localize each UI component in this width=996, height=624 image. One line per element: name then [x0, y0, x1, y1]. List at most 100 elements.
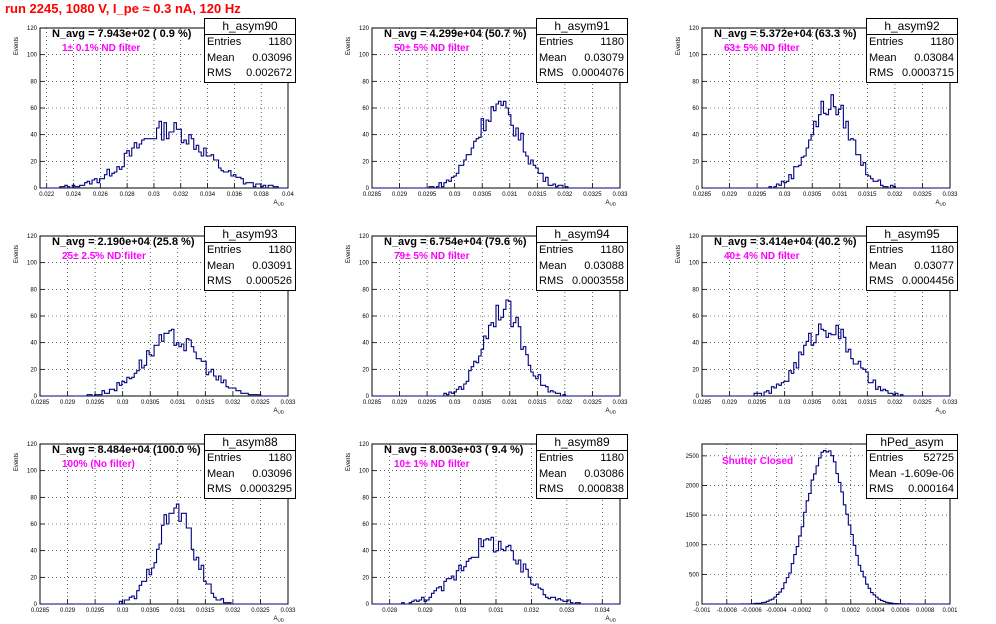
y-tick-label: 80 [692, 79, 699, 85]
stats-row-rms: RMS 0.0003295 [205, 482, 295, 498]
y-tick-label: 60 [30, 106, 37, 112]
histogram-line [372, 299, 620, 397]
x-tick-label: 0.0285 [693, 400, 712, 406]
x-tick-label: 0.032 [887, 400, 903, 406]
x-tick-label: 0.0305 [141, 400, 160, 406]
x-tick-label: 0.033 [280, 608, 296, 614]
stats-value: 1180 [268, 36, 292, 48]
stats-box: h_asym92 Entries 1180 Mean 0.03084 RMS 0.00037… [866, 18, 958, 83]
x-tick-label: 0.03 [117, 400, 129, 406]
histogram-panel-h_asym89: 0.028 0.029 0.03 0.031 0.032 0.033 0.034 0 20 40 6… [346, 434, 628, 624]
x-tick-label: 0.0295 [748, 192, 767, 198]
x-axis-label: AUD [935, 200, 946, 207]
y-tick-label: 100 [689, 261, 700, 267]
histogram-line [702, 94, 950, 189]
x-tick-label: 0.0305 [803, 192, 822, 198]
y-tick-label: 80 [692, 287, 699, 293]
x-tick-label: 0.033 [942, 400, 958, 406]
stats-row-mean: Mean 0.03077 [867, 259, 957, 275]
stats-value: 0.0004456 [902, 275, 954, 287]
x-tick-label: 0.0315 [528, 400, 547, 406]
x-tick-label: 0.029 [392, 192, 408, 198]
x-tick-label: 0.03 [779, 192, 791, 198]
x-tick-label: 0.024 [66, 192, 82, 198]
x-tick-label: 0.0285 [31, 608, 50, 614]
x-tick-label: 0.022 [39, 192, 55, 198]
navg-text: N_avg = 3.414e+04 (40.2 %) [714, 236, 857, 248]
y-tick-label: 0 [34, 602, 38, 608]
y-tick-label: 0 [696, 186, 700, 192]
histogram-line [40, 120, 288, 189]
stats-value: 1180 [600, 452, 624, 464]
filter-label: 10± 1% ND filter [394, 459, 470, 470]
stats-key: Mean [869, 51, 897, 64]
y-tick-label: 40 [362, 133, 369, 139]
stats-key: RMS [869, 483, 894, 495]
x-tick-label: 0.029 [60, 400, 76, 406]
stats-key: Entries [539, 244, 574, 256]
y-tick-label: 40 [362, 341, 369, 347]
stats-value: 1180 [268, 244, 292, 256]
y-tick-label: 0 [366, 602, 370, 608]
stats-box: h_asym91 Entries 1180 Mean 0.03079 RMS 0.00040… [536, 18, 628, 83]
histogram-panel-hPed_asym: -0.001 -0.0008 -0.0006 -0.0004 -0.0002 0 0.000… [686, 434, 958, 624]
x-tick-label: 0.0305 [473, 192, 492, 198]
stats-value: 1180 [930, 244, 954, 256]
stats-value: 0.000838 [578, 483, 624, 495]
y-axis-label: Events [14, 453, 20, 471]
filter-label: 79± 5% ND filter [394, 251, 470, 262]
stats-box: h_asym90 Entries 1180 Mean 0.03096 RMS 0.00267… [204, 18, 296, 83]
x-tick-label: 0.0285 [693, 192, 712, 198]
x-tick-label: 0.031 [488, 608, 504, 614]
stats-row-rms: RMS 0.000526 [205, 274, 295, 290]
navg-text: N_avg = 5.372e+04 (63.3 %) [714, 28, 857, 40]
stats-box: h_asym95 Entries 1180 Mean 0.03077 RMS 0.00044… [866, 226, 958, 291]
x-tick-label: 0.033 [612, 192, 628, 198]
stats-key: Entries [869, 36, 904, 48]
histogram-panel-h_asym95: 0.0285 0.029 0.0295 0.03 0.0305 0.031 0.0315 0.… [676, 226, 958, 416]
y-tick-label: 0 [366, 394, 370, 400]
stats-name: hPed_asym [867, 435, 957, 451]
x-tick-label: 0.031 [832, 192, 848, 198]
x-tick-label: 0.032 [225, 400, 241, 406]
y-tick-label: 60 [692, 314, 699, 320]
y-tick-label: 0 [366, 186, 370, 192]
y-tick-label: 120 [27, 26, 38, 32]
x-tick-label: 0.034 [200, 192, 216, 198]
stats-value: 1180 [268, 452, 292, 464]
filter-label: 63± 5% ND filter [724, 43, 800, 54]
stats-name: h_asym95 [867, 227, 957, 243]
stats-key: RMS [869, 275, 894, 287]
histogram-line [702, 323, 950, 397]
histogram-panel-h_asym91: 0.0285 0.029 0.0295 0.03 0.0305 0.031 0.0315 0.… [346, 18, 628, 208]
stats-row-mean: Mean 0.03079 [537, 51, 627, 67]
x-tick-label: 0.0285 [363, 400, 382, 406]
histogram-panel-h_asym90: 0.022 0.024 0.026 0.028 0.03 0.032 0.034 0.036 0… [14, 18, 296, 208]
stats-row-mean: Mean 0.03096 [205, 467, 295, 483]
stats-row-mean: Mean 0.03086 [537, 467, 627, 483]
y-tick-label: 80 [30, 495, 37, 501]
y-axis-label: Events [346, 453, 352, 471]
x-axis-label: AUD [605, 408, 616, 415]
x-tick-label: 0.0004 [866, 608, 885, 614]
stats-value: 0.0003558 [572, 275, 624, 287]
stats-key: Mean [539, 259, 567, 272]
x-tick-label: 0.033 [280, 400, 296, 406]
filter-label: 100% (No filter) [62, 459, 135, 470]
y-tick-label: 100 [359, 261, 370, 267]
x-tick-label: 0.038 [254, 192, 270, 198]
x-tick-label: 0.0325 [251, 608, 270, 614]
stats-value: 0.03091 [252, 259, 292, 272]
x-tick-label: 0.031 [170, 400, 186, 406]
stats-value: 0.000164 [908, 483, 954, 495]
filter-label: 50± 5% ND filter [394, 43, 470, 54]
x-tick-label: 0.033 [612, 400, 628, 406]
stats-key: Mean [207, 259, 235, 272]
y-tick-label: 1000 [686, 543, 700, 549]
x-tick-label: 0.026 [93, 192, 109, 198]
y-tick-label: 120 [27, 234, 38, 240]
y-tick-label: 120 [689, 234, 700, 240]
histogram-panel-h_asym88: 0.0285 0.029 0.0295 0.03 0.0305 0.031 0.0315 0.… [14, 434, 296, 624]
y-axis-label: Events [14, 245, 20, 263]
stats-row-mean: Mean 0.03091 [205, 259, 295, 275]
